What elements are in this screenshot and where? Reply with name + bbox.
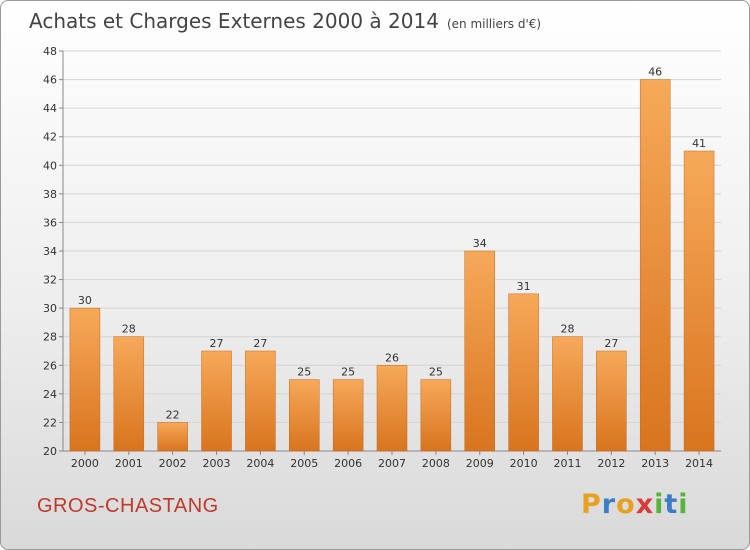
bar-2006 bbox=[332, 379, 364, 452]
bar-2011 bbox=[552, 336, 583, 452]
value-label: 28 bbox=[560, 323, 574, 336]
chart-subtitle: (en milliers d'€) bbox=[446, 17, 542, 31]
value-label: 34 bbox=[473, 237, 487, 250]
logo-letter: i bbox=[654, 489, 665, 520]
x-tick-label: 2009 bbox=[466, 457, 494, 470]
value-label: 25 bbox=[429, 366, 443, 379]
value-label: 22 bbox=[166, 408, 180, 421]
x-tick-label: 2004 bbox=[246, 457, 274, 470]
x-tick-label: 2007 bbox=[378, 457, 406, 470]
y-tick-label: 26 bbox=[43, 359, 57, 372]
y-tick-label: 28 bbox=[43, 331, 57, 344]
y-tick-label: 22 bbox=[43, 416, 57, 429]
bar-2004 bbox=[245, 350, 276, 452]
x-tick-label: 2001 bbox=[115, 457, 143, 470]
logo-letter: x bbox=[635, 489, 655, 520]
x-tick-label: 2005 bbox=[290, 457, 318, 470]
y-tick-label: 24 bbox=[43, 388, 57, 401]
x-tick-label: 2000 bbox=[71, 457, 99, 470]
chart-title-text: Achats et Charges Externes 2000 à 2014 bbox=[29, 9, 439, 33]
value-label: 27 bbox=[604, 337, 618, 350]
value-label: 28 bbox=[122, 323, 136, 336]
value-label: 25 bbox=[297, 366, 311, 379]
x-tick-label: 2008 bbox=[422, 457, 450, 470]
labels: 30 2000 28 2001 22 2002 27 2003 27 2004 25 2005 25 20… bbox=[71, 66, 713, 470]
x-tick-label: 2012 bbox=[597, 457, 625, 470]
bar-2008 bbox=[420, 379, 452, 452]
x-tick-label: 2003 bbox=[203, 457, 231, 470]
bar-2003 bbox=[201, 350, 232, 452]
x-tick-label: 2011 bbox=[553, 457, 581, 470]
value-label: 31 bbox=[517, 280, 531, 293]
y-tick-label: 36 bbox=[43, 216, 57, 229]
bar-2005 bbox=[289, 379, 320, 452]
value-label: 27 bbox=[210, 337, 224, 350]
y-tick-label: 30 bbox=[43, 302, 57, 315]
value-label: 26 bbox=[385, 351, 399, 364]
value-label: 41 bbox=[692, 137, 706, 150]
bar-2012 bbox=[596, 350, 627, 452]
value-label: 25 bbox=[341, 366, 355, 379]
y-tick-label: 34 bbox=[43, 245, 57, 258]
bar-2009 bbox=[464, 250, 495, 452]
x-tick-label: 2014 bbox=[685, 457, 713, 470]
commune-name: GROS-CHASTANG bbox=[37, 495, 219, 517]
x-tick-label: 2013 bbox=[641, 457, 669, 470]
bar-2014 bbox=[683, 150, 715, 452]
chart-title: Achats et Charges Externes 2000 à 2014 (e… bbox=[29, 9, 541, 33]
logo-letter: t bbox=[664, 489, 679, 520]
y-tick-label: 42 bbox=[43, 131, 57, 144]
x-tick-label: 2006 bbox=[334, 457, 362, 470]
value-label: 46 bbox=[648, 66, 662, 79]
bar-2013 bbox=[639, 79, 671, 452]
y-tick-label: 38 bbox=[43, 188, 57, 201]
y-tick-label: 40 bbox=[43, 159, 57, 172]
bar-2001 bbox=[113, 336, 145, 452]
bar-2000 bbox=[69, 307, 101, 452]
logo-letter: P bbox=[581, 489, 602, 520]
y-tick-label: 32 bbox=[43, 274, 57, 287]
logo-letter: o bbox=[616, 489, 636, 520]
bar-2010 bbox=[508, 293, 539, 452]
x-tick-label: 2010 bbox=[510, 457, 538, 470]
value-label: 27 bbox=[253, 337, 267, 350]
y-tick-label: 48 bbox=[43, 45, 57, 58]
bars bbox=[69, 79, 715, 452]
y-tick-label: 20 bbox=[43, 445, 57, 458]
bar-2002 bbox=[157, 422, 188, 452]
value-label: 30 bbox=[78, 294, 92, 307]
bar-2007 bbox=[376, 365, 408, 452]
logo-letter: i bbox=[678, 489, 689, 520]
y-tick-label: 46 bbox=[43, 74, 57, 87]
y-tick-label: 44 bbox=[43, 102, 57, 115]
logo-letter: r bbox=[601, 489, 617, 520]
x-tick-label: 2002 bbox=[159, 457, 187, 470]
proxiti-logo[interactable]: Proxiti bbox=[581, 489, 689, 520]
